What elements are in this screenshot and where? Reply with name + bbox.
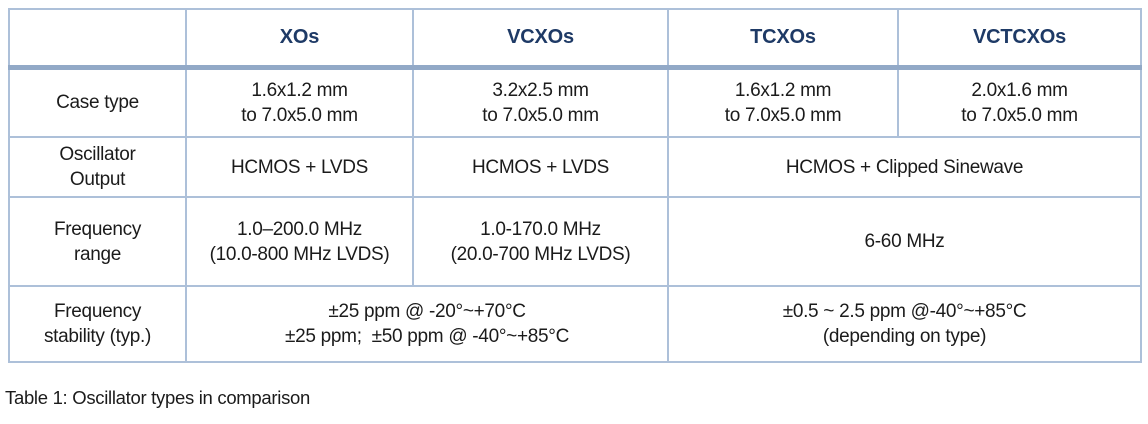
row-label-line: Frequency xyxy=(53,301,142,322)
cell-line: (depending on type) xyxy=(822,326,987,347)
row-oscillator-output: Oscillator Output HCMOS + LVDS HCMOS + L… xyxy=(8,136,1142,198)
cell-line: 3.2x2.5 mm xyxy=(492,79,589,101)
header-tcxos: TCXOs xyxy=(667,8,899,70)
cell-line: to 7.0x5.0 mm xyxy=(724,104,842,126)
cell-line: 1.6x1.2 mm xyxy=(734,79,832,101)
cell-output-xos: HCMOS + LVDS xyxy=(185,136,414,198)
header-vcxos: VCXOs xyxy=(412,8,669,70)
cell-line: HCMOS + LVDS xyxy=(231,156,368,178)
cell-line: to 7.0x5.0 mm xyxy=(482,104,599,126)
cell-case-type-tcxos: 1.6x1.2 mm to 7.0x5.0 mm xyxy=(667,66,899,138)
cell-line: 6-60 MHz xyxy=(864,231,945,252)
case-type-label-text: Case type xyxy=(56,92,139,114)
cell-range-tcxos-vctcxos: 6-60 MHz xyxy=(667,196,1142,287)
cell-line: (10.0-800 MHz LVDS) xyxy=(209,243,390,265)
row-label-line: Oscillator xyxy=(59,144,136,165)
cell-line: 1.0-170.0 MHz xyxy=(480,218,601,240)
row-label-line: Output xyxy=(69,169,126,190)
header-row: XOs VCXOs TCXOs VCTCXOs xyxy=(8,8,1142,70)
header-vctcxos: VCTCXOs xyxy=(897,8,1142,70)
oscillator-output-label: Oscillator Output xyxy=(8,136,187,198)
frequency-stability-label: Frequency stability (typ.) xyxy=(8,285,187,363)
cell-line: 2.0x1.6 mm xyxy=(971,79,1068,101)
row-frequency-stability: Frequency stability (typ.) ±25 ppm @ -20… xyxy=(8,285,1142,363)
cell-range-vcxos: 1.0-170.0 MHz (20.0-700 MHz LVDS) xyxy=(412,196,669,287)
frequency-range-label: Frequency range xyxy=(8,196,187,287)
oscillator-comparison-table: XOs VCXOs TCXOs VCTCXOs Case type 1.6x1.… xyxy=(8,8,1142,363)
row-label-line: stability (typ.) xyxy=(43,326,152,347)
cell-range-xos: 1.0–200.0 MHz (10.0-800 MHz LVDS) xyxy=(185,196,414,287)
cell-stability-tcxos-vctcxos: ±0.5 ~ 2.5 ppm @-40°~+85°C (depending on… xyxy=(667,285,1142,363)
row-label-line: range xyxy=(73,243,122,265)
cell-stability-xos-vcxos: ±25 ppm @ -20°~+70°C ±25 ppm; ±50 ppm @ … xyxy=(185,285,669,363)
cell-line: 1.6x1.2 mm xyxy=(251,79,348,101)
cell-case-type-vctcxos: 2.0x1.6 mm to 7.0x5.0 mm xyxy=(897,66,1142,138)
cell-case-type-xos: 1.6x1.2 mm to 7.0x5.0 mm xyxy=(185,66,414,138)
case-type-label: Case type xyxy=(8,66,187,138)
cell-line: HCMOS + LVDS xyxy=(472,156,609,178)
cell-case-type-vcxos: 3.2x2.5 mm to 7.0x5.0 mm xyxy=(412,66,669,138)
cell-line: ±25 ppm; ±50 ppm @ -40°~+85°C xyxy=(285,326,569,347)
cell-output-vcxos: HCMOS + LVDS xyxy=(412,136,669,198)
row-frequency-range: Frequency range 1.0–200.0 MHz (10.0-800 … xyxy=(8,196,1142,287)
cell-line: ±25 ppm @ -20°~+70°C xyxy=(328,301,526,322)
table-caption: Table 1: Oscillator types in comparison xyxy=(5,387,310,408)
row-label-line: Frequency xyxy=(53,218,142,240)
header-empty-cell xyxy=(8,8,187,70)
cell-line: to 7.0x5.0 mm xyxy=(241,104,358,126)
cell-line: 1.0–200.0 MHz xyxy=(237,218,362,240)
cell-line: (20.0-700 MHz LVDS) xyxy=(450,243,631,265)
cell-output-tcxos-vctcxos: HCMOS + Clipped Sinewave xyxy=(667,136,1142,198)
header-xos: XOs xyxy=(185,8,414,70)
cell-line: ±0.5 ~ 2.5 ppm @-40°~+85°C xyxy=(782,301,1027,322)
row-case-type: Case type 1.6x1.2 mm to 7.0x5.0 mm 3.2x2… xyxy=(8,66,1142,138)
cell-line: to 7.0x5.0 mm xyxy=(961,104,1078,126)
cell-line: HCMOS + Clipped Sinewave xyxy=(785,156,1024,178)
